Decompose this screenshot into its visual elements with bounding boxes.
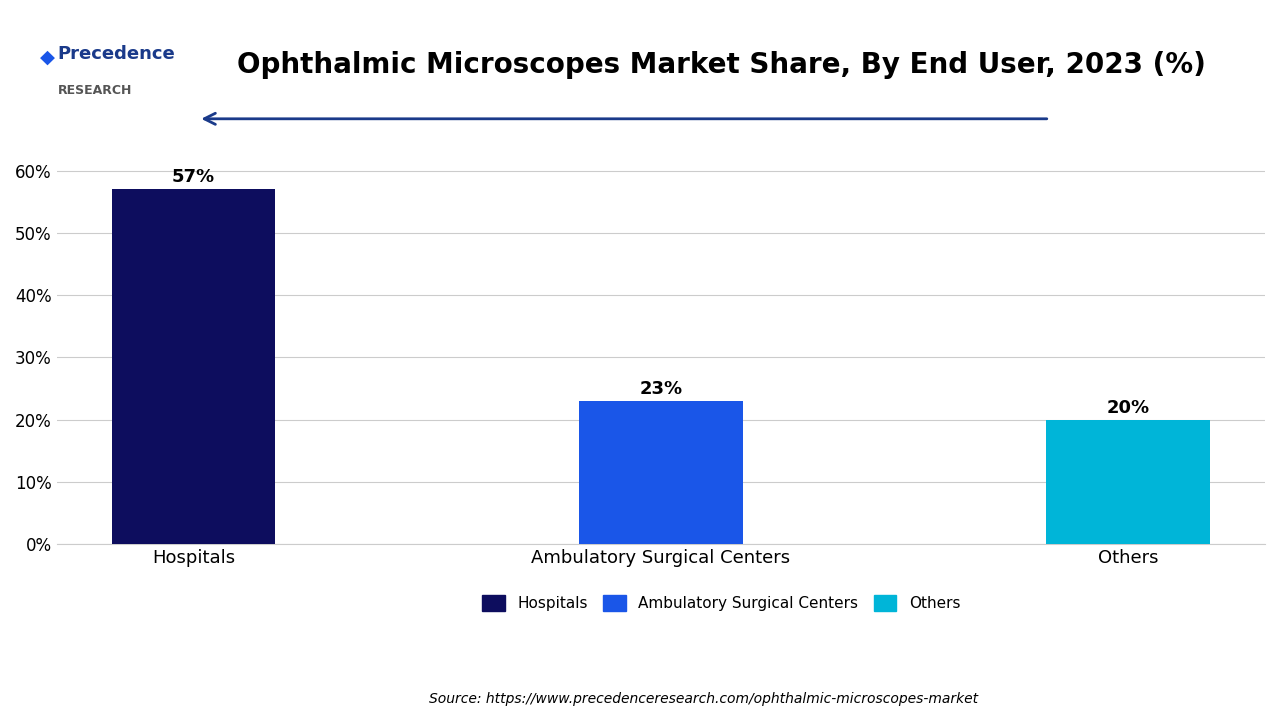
Bar (579, 401, 742, 544)
Text: RESEARCH: RESEARCH (58, 84, 132, 96)
Text: 23%: 23% (639, 380, 682, 398)
Text: ◆: ◆ (40, 48, 55, 67)
Bar (111, 189, 275, 544)
Bar (1047, 420, 1210, 544)
Title: Ophthalmic Microscopes Market Share, By End User, 2023 (%): Ophthalmic Microscopes Market Share, By … (237, 51, 1206, 79)
Text: Precedence: Precedence (58, 45, 175, 63)
Text: Source: https://www.precedenceresearch.com/ophthalmic-microscopes-market: Source: https://www.precedenceresearch.c… (429, 692, 979, 706)
Text: 57%: 57% (172, 168, 215, 186)
Legend: Hospitals, Ambulatory Surgical Centers, Others: Hospitals, Ambulatory Surgical Centers, … (476, 589, 966, 618)
Text: 20%: 20% (1107, 399, 1149, 417)
